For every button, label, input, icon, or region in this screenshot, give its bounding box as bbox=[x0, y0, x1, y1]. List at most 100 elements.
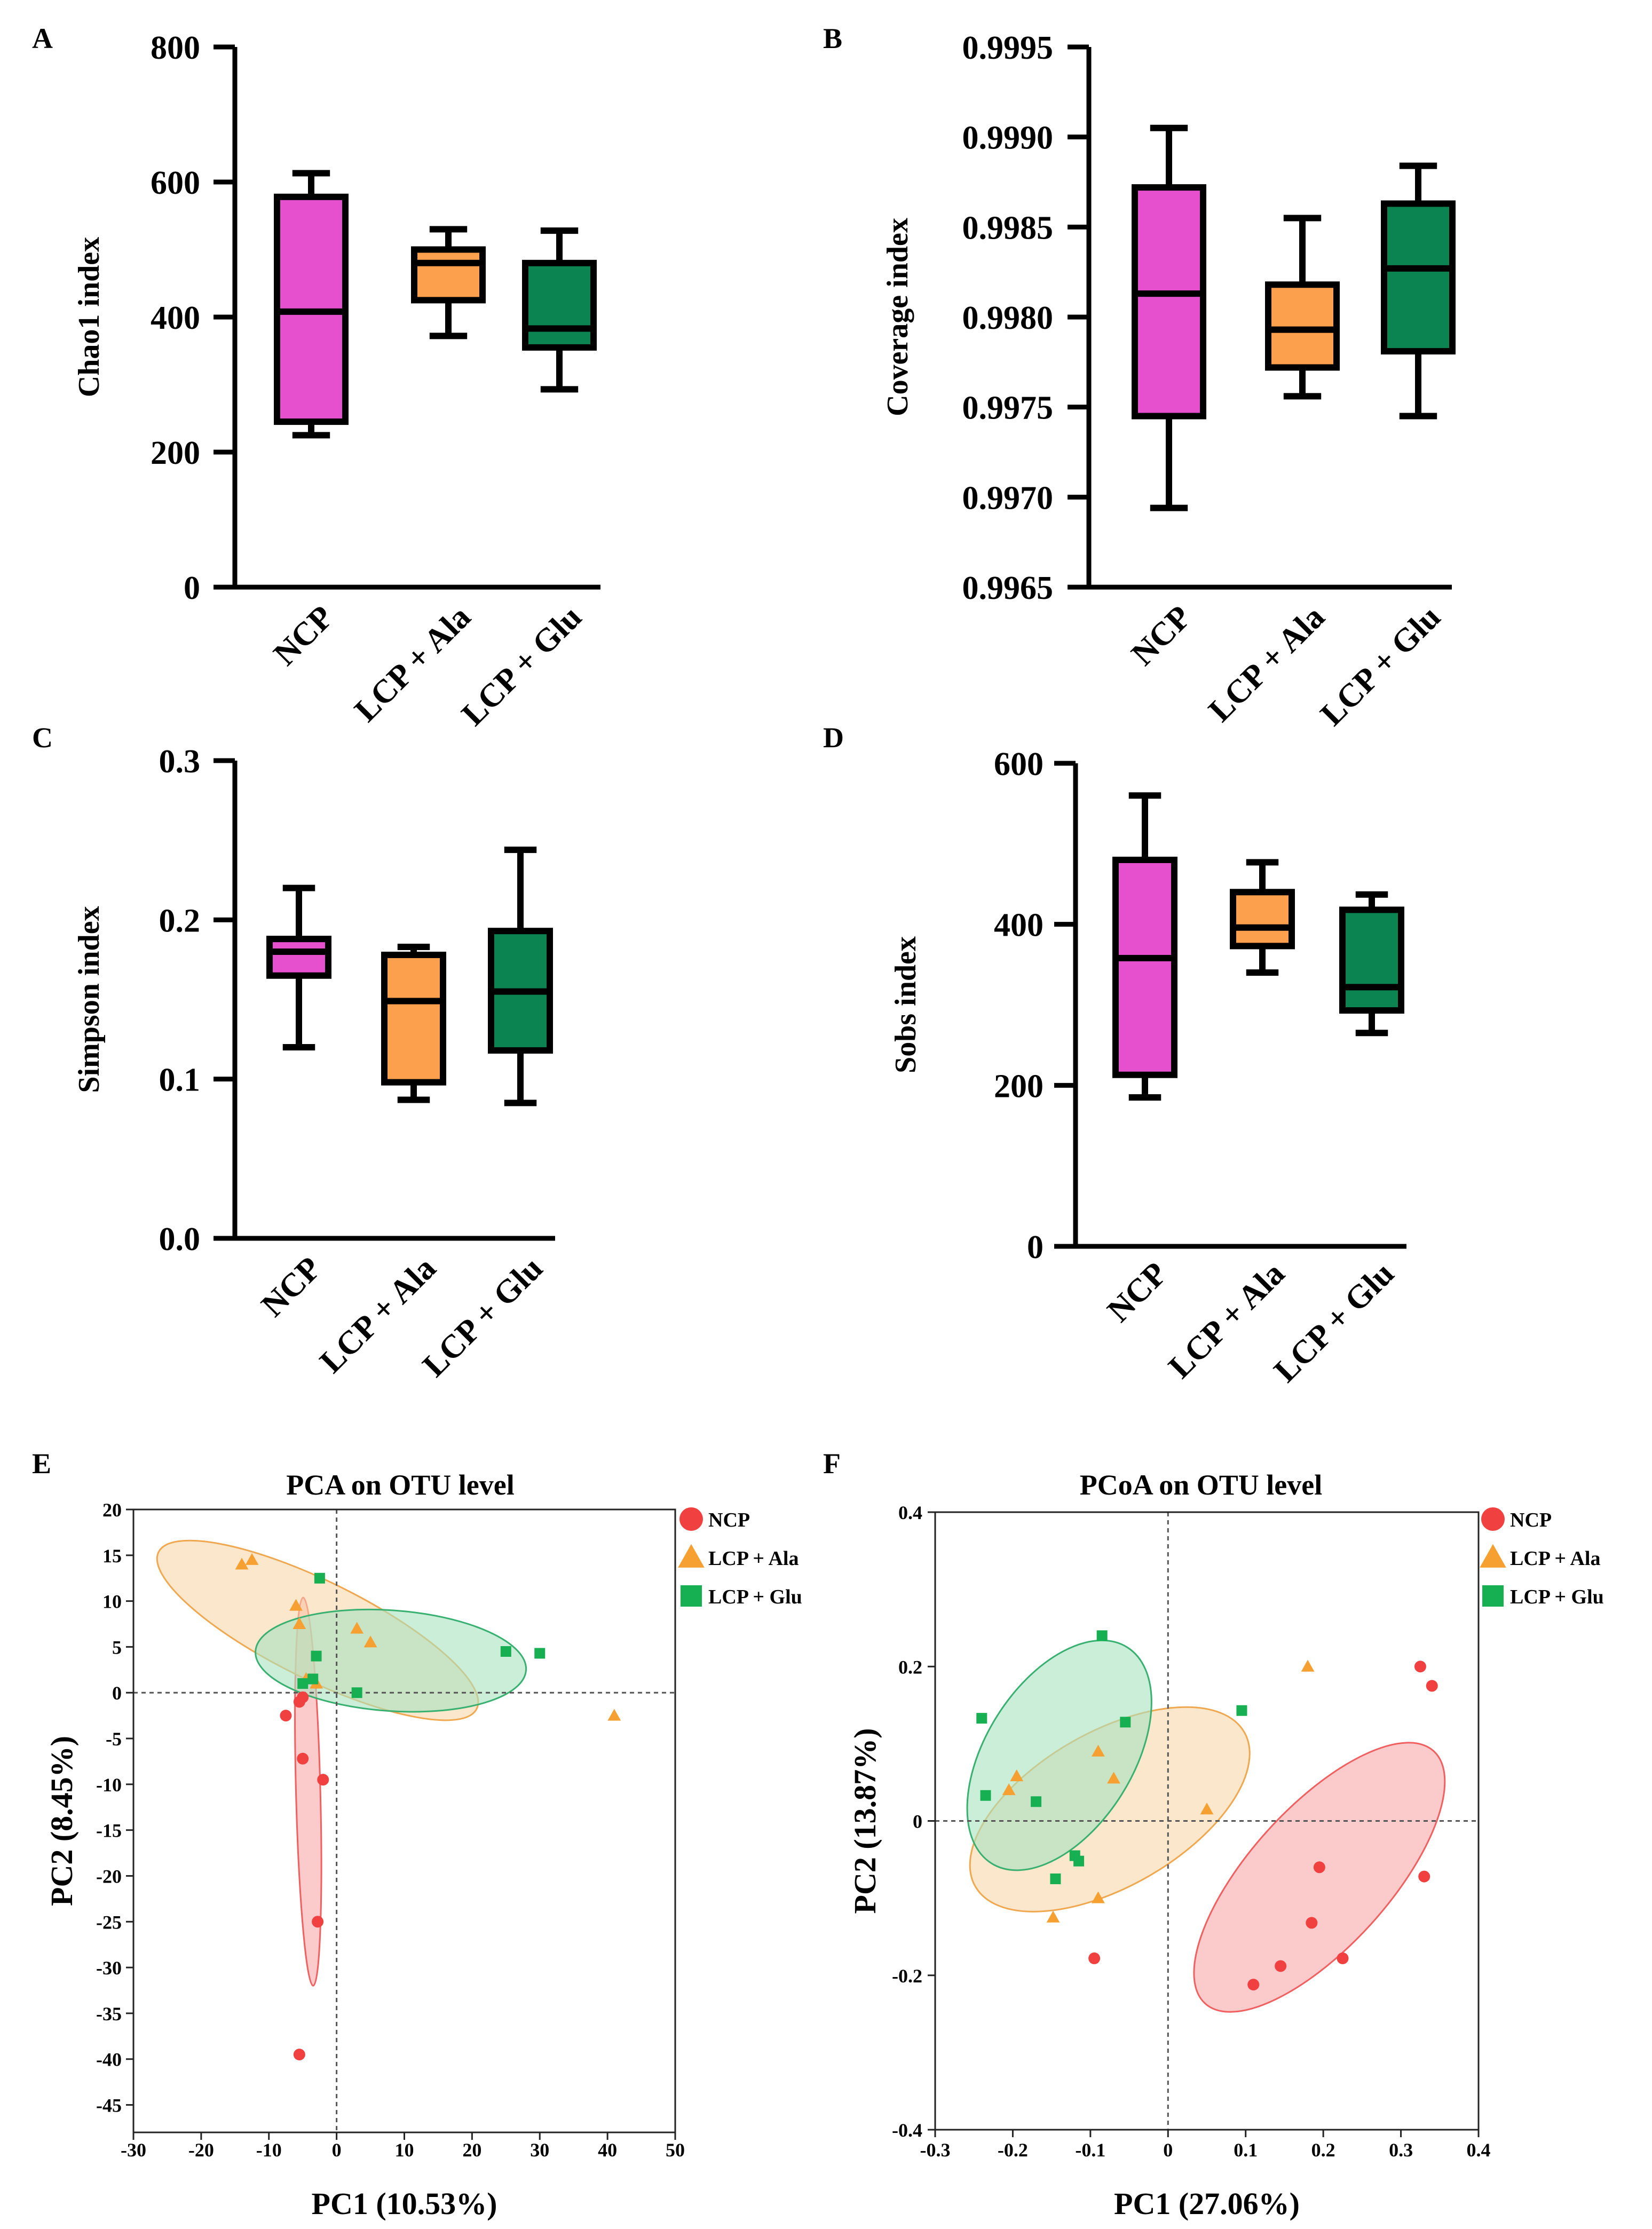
data-point-lcp-glu bbox=[1073, 1855, 1085, 1867]
y-tick-label: -15 bbox=[96, 1820, 122, 1841]
y-axis-label: Coverage index bbox=[881, 218, 914, 416]
x-tick-label: 0 bbox=[1163, 2139, 1173, 2161]
legend-label-ncp: NCP bbox=[708, 1509, 750, 1531]
legend-marker-lcp-glu bbox=[681, 1585, 702, 1607]
y-tick-label: -30 bbox=[96, 1957, 122, 1979]
data-point-lcp-glu bbox=[534, 1648, 546, 1659]
x-tick-label: -0.2 bbox=[998, 2139, 1028, 2161]
data-point-lcp-glu bbox=[1120, 1717, 1131, 1728]
x-axis-label: PC1 (10.53%) bbox=[312, 2186, 497, 2221]
box-iqr bbox=[381, 951, 446, 1086]
series-ncp bbox=[1088, 1661, 1438, 1991]
x-tick-label: -20 bbox=[188, 2139, 214, 2161]
y-tick-label: 600 bbox=[151, 165, 200, 201]
y-tick-label: 0 bbox=[112, 1682, 122, 1704]
data-point-lcp-ala bbox=[1107, 1772, 1120, 1784]
y-tick-label: 0.9980 bbox=[962, 300, 1054, 336]
y-axis-label: PC2 (13.87%) bbox=[848, 1728, 882, 1914]
y-tick-label: 200 bbox=[994, 1068, 1044, 1104]
y-tick-label: 0.9990 bbox=[962, 120, 1054, 156]
data-point-ncp bbox=[312, 1916, 324, 1928]
data-point-lcp-ala bbox=[1301, 1659, 1315, 1672]
data-point-lcp-glu bbox=[500, 1646, 511, 1657]
y-tick-label: 10 bbox=[102, 1591, 122, 1613]
y-tick-label: -0.2 bbox=[892, 1965, 922, 1987]
y-tick-label: 400 bbox=[151, 300, 200, 336]
data-point-lcp-glu bbox=[311, 1650, 322, 1662]
box-ncp bbox=[266, 884, 331, 1050]
y-axis-label: Sobs index bbox=[889, 936, 922, 1073]
data-point-lcp-ala bbox=[245, 1553, 259, 1565]
legend-label-lcp-glu: LCP + Glu bbox=[708, 1586, 802, 1608]
data-point-ncp bbox=[1337, 1952, 1349, 1964]
y-tick-label: 0.9965 bbox=[962, 570, 1054, 606]
legend-marker-ncp bbox=[679, 1507, 703, 1531]
x-tick-label: 40 bbox=[598, 2139, 617, 2161]
data-point-lcp-glu bbox=[351, 1687, 362, 1698]
box-iqr bbox=[1381, 200, 1456, 355]
y-tick-label: 0.9995 bbox=[962, 30, 1054, 66]
x-tick-label: 20 bbox=[462, 2139, 481, 2161]
x-tick-label: 10 bbox=[395, 2139, 414, 2161]
data-point-lcp-ala bbox=[1200, 1803, 1214, 1815]
series-lcp-ala bbox=[1002, 1659, 1315, 1923]
y-axis-label: Chao1 index bbox=[73, 237, 106, 397]
data-point-lcp-glu bbox=[1096, 1630, 1108, 1641]
y-tick-label: 0 bbox=[1027, 1229, 1044, 1266]
data-point-lcp-ala bbox=[1002, 1783, 1016, 1796]
confidence-ellipse-ncp bbox=[1193, 1742, 1446, 2013]
box-lcp-glu bbox=[1339, 891, 1404, 1037]
y-tick-label: 0.1 bbox=[159, 1062, 201, 1098]
x-tick-label: 30 bbox=[530, 2139, 549, 2161]
box-lcp-ala bbox=[411, 226, 486, 339]
legend-marker-lcp-glu bbox=[1482, 1585, 1504, 1607]
data-point-ncp bbox=[293, 2049, 305, 2061]
y-tick-label: -20 bbox=[96, 1866, 122, 1887]
box-iqr bbox=[1230, 889, 1295, 950]
y-tick-label: -25 bbox=[96, 1911, 122, 1933]
x-tick-label: -10 bbox=[256, 2139, 282, 2161]
y-tick-label: 0.9970 bbox=[962, 480, 1054, 516]
box-iqr bbox=[411, 246, 486, 304]
data-point-lcp-glu bbox=[1050, 1873, 1061, 1884]
y-tick-label: 0.9985 bbox=[962, 210, 1054, 246]
data-point-lcp-glu bbox=[1236, 1705, 1247, 1716]
box-iqr bbox=[266, 936, 331, 979]
data-point-lcp-ala bbox=[235, 1558, 249, 1570]
panel-label: E bbox=[32, 1448, 51, 1480]
x-tick-label: -30 bbox=[121, 2139, 146, 2161]
x-tick-label: -0.3 bbox=[920, 2139, 951, 2161]
data-point-lcp-glu bbox=[307, 1673, 319, 1685]
legend-marker-lcp-ala bbox=[1480, 1544, 1506, 1568]
y-tick-label: 15 bbox=[102, 1545, 122, 1567]
legend-label-lcp-glu: LCP + Glu bbox=[1510, 1586, 1604, 1608]
y-tick-label: 0.0 bbox=[159, 1221, 201, 1258]
box-lcp-glu bbox=[522, 227, 597, 393]
y-tick-label: 0.4 bbox=[898, 1502, 922, 1523]
data-point-lcp-glu bbox=[297, 1678, 309, 1689]
chart-title: PCA on OTU level bbox=[286, 1469, 515, 1501]
x-axis-label: PC1 (27.06%) bbox=[1114, 2186, 1300, 2221]
box-ncp bbox=[1132, 124, 1206, 511]
box-iqr bbox=[1112, 857, 1177, 1078]
panel-label: F bbox=[823, 1448, 841, 1480]
box-ncp bbox=[1112, 792, 1177, 1101]
y-tick-label: 0 bbox=[184, 570, 200, 606]
box-iqr bbox=[1132, 184, 1206, 420]
x-tick-label: 0.4 bbox=[1467, 2139, 1491, 2161]
legend-label-lcp-ala: LCP + Ala bbox=[708, 1547, 799, 1570]
legend-label-lcp-ala: LCP + Ala bbox=[1510, 1547, 1600, 1570]
y-tick-label: 0.2 bbox=[159, 903, 201, 939]
legend-marker-ncp bbox=[1481, 1507, 1505, 1531]
x-tick-label: 0.2 bbox=[1311, 2139, 1335, 2161]
data-point-ncp bbox=[297, 1752, 309, 1765]
y-tick-label: 800 bbox=[151, 30, 200, 66]
series-ncp bbox=[280, 1691, 329, 2061]
data-point-ncp bbox=[317, 1774, 329, 1786]
data-point-ncp bbox=[1275, 1960, 1287, 1972]
data-point-ncp bbox=[1088, 1952, 1101, 1964]
y-tick-label: 400 bbox=[994, 907, 1044, 944]
y-tick-label: 0.3 bbox=[159, 744, 201, 780]
